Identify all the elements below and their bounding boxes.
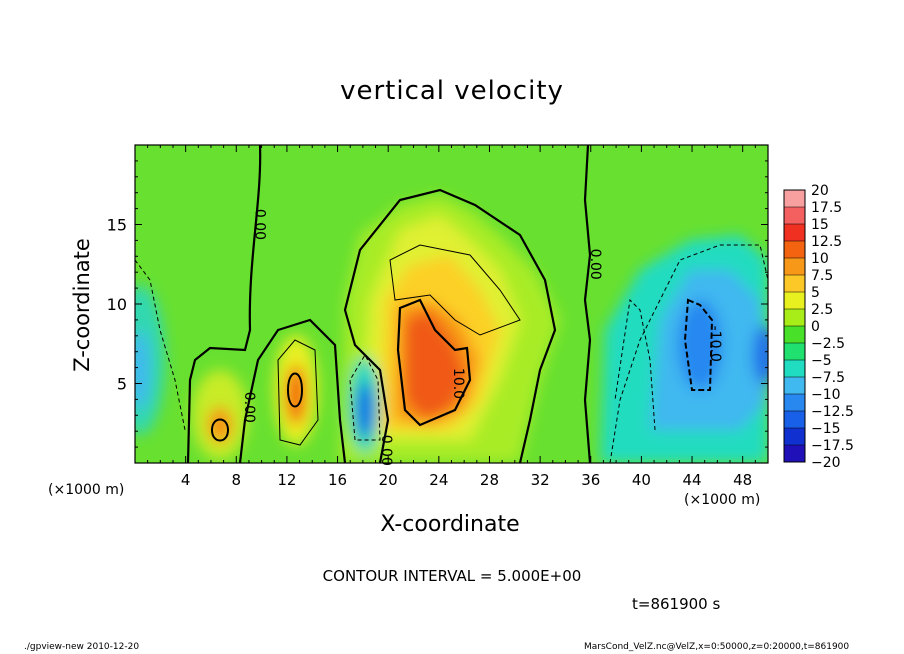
contour-zero-mid xyxy=(238,318,347,463)
colorbar-label: −15 xyxy=(811,421,841,437)
contour-five-plume xyxy=(389,244,521,336)
contour-label: 0.00 xyxy=(251,209,267,240)
contour-interval: CONTOUR INTERVAL = 5.000E+00 xyxy=(322,567,582,585)
colorbar-swatch xyxy=(784,394,805,412)
colorbar-swatch xyxy=(784,190,805,208)
field-neg-right-core xyxy=(678,300,722,390)
field-cell-left-core xyxy=(208,407,232,443)
colorbar-swatch xyxy=(784,360,805,378)
colorbar-swatch xyxy=(784,428,805,446)
footer-left: ./gpview-new 2010-12-20 xyxy=(24,642,140,652)
x-tick-label: 12 xyxy=(277,471,296,489)
colorbar-label: −10 xyxy=(811,387,841,403)
contour-labels: 0.00 0.00 0.00 0.00 10.0 -10.0 xyxy=(241,209,723,466)
x-tick-label: 16 xyxy=(328,471,347,489)
contour-five-12 xyxy=(277,339,319,446)
colorbar-label: 20 xyxy=(811,183,829,199)
y-tick-label: 10 xyxy=(107,295,127,314)
colorbar-swatch xyxy=(784,258,805,276)
contour-ten-left xyxy=(210,418,230,442)
colorbar-swatch xyxy=(784,241,805,259)
x-tick-label: 40 xyxy=(632,471,651,489)
x-tick-label: 8 xyxy=(232,471,242,489)
colorbar-swatch xyxy=(784,411,805,429)
colorbar-label: −20 xyxy=(811,455,841,471)
colorbar-label: −2.5 xyxy=(811,336,845,352)
contour-neg-ten-right xyxy=(683,298,714,391)
colorbar-swatch xyxy=(784,207,805,225)
contour-label: -10.0 xyxy=(707,326,723,362)
chart-title: vertical velocity xyxy=(340,76,564,106)
contour-neg-right xyxy=(609,244,768,463)
contour-lines xyxy=(135,145,768,463)
colorbar-label: 12.5 xyxy=(811,234,842,250)
colorbar-label: 17.5 xyxy=(811,200,842,216)
field-plume-red xyxy=(405,310,468,420)
colorbar-swatch xyxy=(784,445,805,463)
time-label: t=861900 s xyxy=(632,595,721,613)
contour-label: 0.00 xyxy=(241,392,257,423)
contour-neg-right-2 xyxy=(614,298,656,431)
x-tick-label: 20 xyxy=(379,471,398,489)
x-tick-label: 32 xyxy=(531,471,550,489)
contour-neg-18 xyxy=(349,353,381,441)
x-tick-label: 24 xyxy=(429,471,448,489)
colorbar-swatch xyxy=(784,224,805,242)
footer-right: MarsCond_VelZ.nc@VelZ,x=0:50000,z=0:2000… xyxy=(584,642,850,652)
colorbar-label: 10 xyxy=(811,251,829,267)
x-unit-label-left: (×1000 m) xyxy=(48,482,125,498)
x-unit-label-right: (×1000 m) xyxy=(684,492,761,508)
colorbar-swatch xyxy=(784,275,805,293)
colorbar-label: 2.5 xyxy=(811,302,833,318)
colorbar-label: −7.5 xyxy=(811,370,845,386)
colorbar-swatch xyxy=(784,292,805,310)
colorbar-swatch xyxy=(784,309,805,327)
colorbar-label: −17.5 xyxy=(811,438,854,454)
x-axis-label: X-coordinate xyxy=(380,512,520,537)
heatmap-field xyxy=(135,145,768,463)
y-tick-label: 5 xyxy=(117,375,127,394)
x-tick-label: 4 xyxy=(181,471,191,489)
contour-zero-right xyxy=(583,145,592,463)
contour-label: 10.0 xyxy=(450,368,466,399)
contour-zero-left xyxy=(186,145,262,463)
contour-ten-12 xyxy=(286,372,304,408)
x-tick-label: 48 xyxy=(733,471,752,489)
colorbar-swatch xyxy=(784,377,805,395)
field-neg-right-edge xyxy=(753,325,768,385)
colorbar-label: −5 xyxy=(811,353,832,369)
colorbar: 2017.51512.5107.552.50−2.5−5−7.5−10−12.5… xyxy=(783,183,854,471)
x-tick-label: 44 xyxy=(682,471,701,489)
contour-zero-plume xyxy=(343,188,557,463)
colorbar-label: −12.5 xyxy=(811,404,854,420)
field-neg-left-edge-core xyxy=(135,330,150,410)
contour-neg-left-edge xyxy=(135,259,186,431)
y-tick-label: 15 xyxy=(107,216,127,235)
x-tick-label: 28 xyxy=(480,471,499,489)
colorbar-swatch xyxy=(784,343,805,361)
colorbar-label: 5 xyxy=(811,285,820,301)
x-tick-label: 36 xyxy=(581,471,600,489)
colorbar-label: 0 xyxy=(811,319,820,335)
contour-ten-plume xyxy=(396,298,472,427)
y-axis-label: Z-coordinate xyxy=(70,238,94,372)
colorbar-swatch xyxy=(784,326,805,344)
contour-label: 0.00 xyxy=(587,249,603,280)
colorbar-label: 15 xyxy=(811,217,829,233)
colorbar-label: 7.5 xyxy=(811,268,833,284)
field-neg-18-core xyxy=(357,382,373,438)
contour-label: 0.00 xyxy=(378,435,394,466)
